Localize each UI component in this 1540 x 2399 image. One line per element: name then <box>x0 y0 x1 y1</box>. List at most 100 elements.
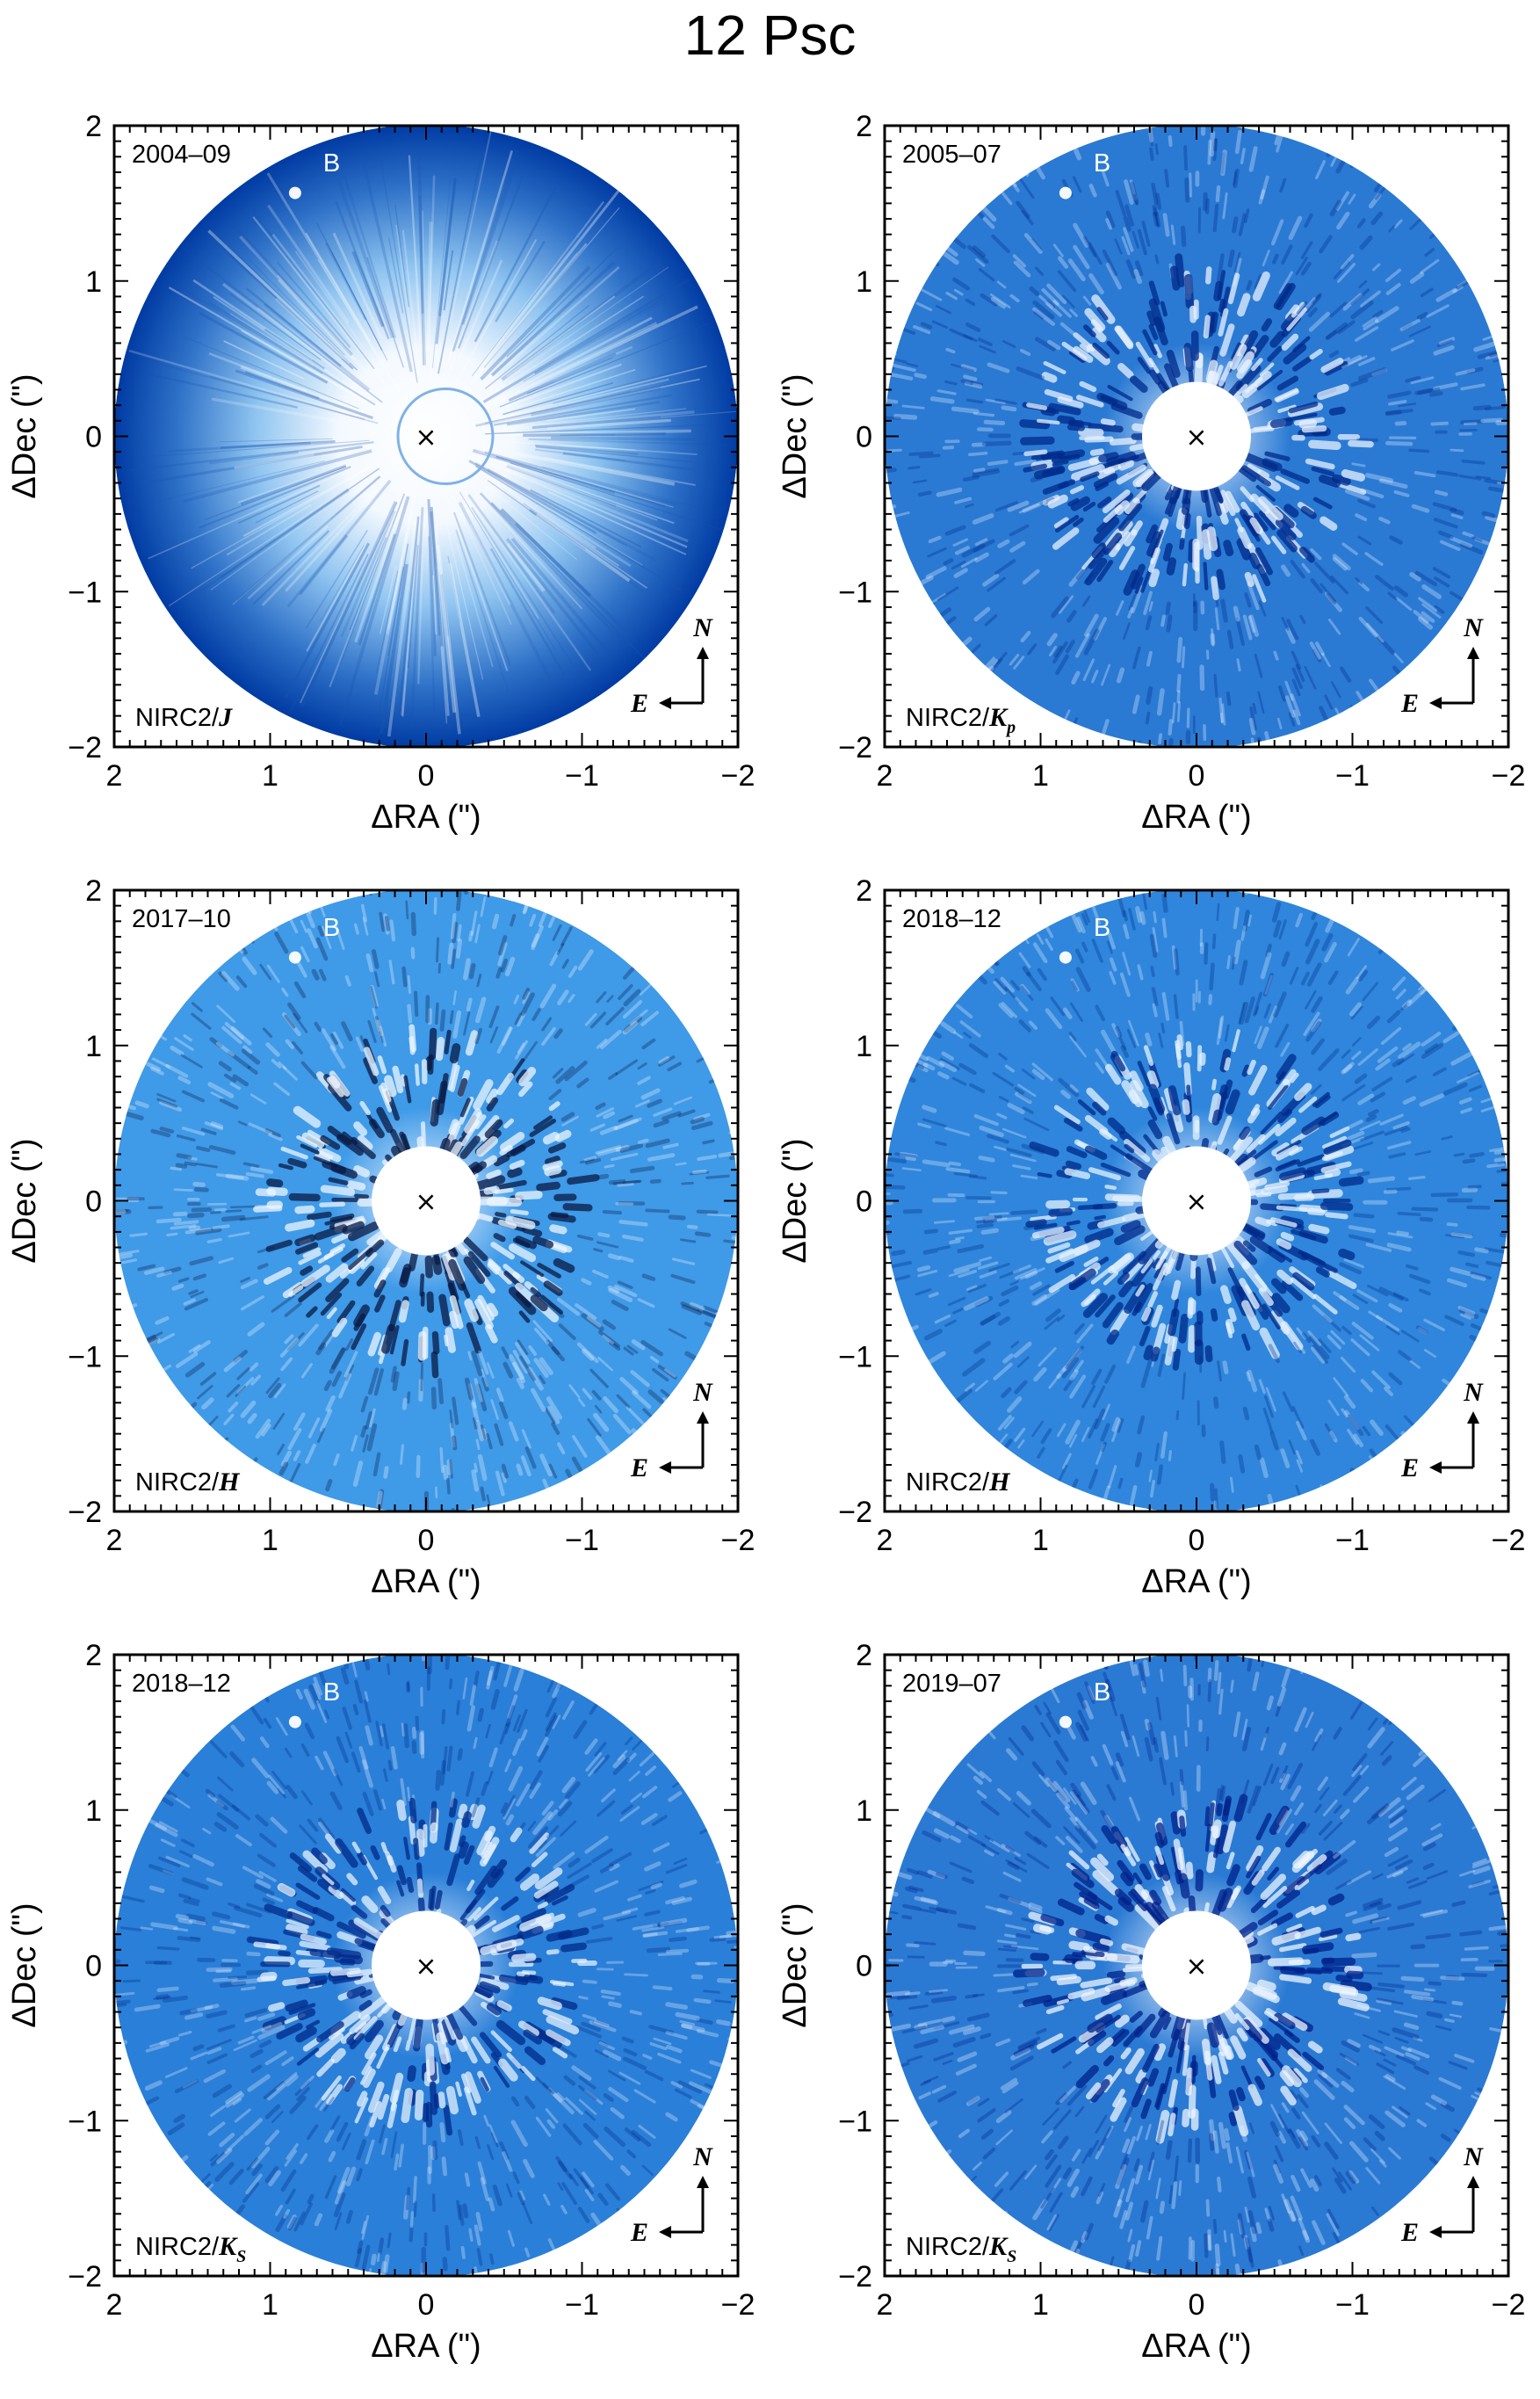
x-tick-label: 1 <box>1032 759 1049 793</box>
epoch-date: 2019–07 <box>902 1670 1001 1698</box>
compass-east-label: E <box>630 1453 648 1482</box>
x-tick-label: −2 <box>1492 759 1526 793</box>
y-tick-label: 0 <box>85 421 102 454</box>
companion-b-marker <box>289 1716 301 1729</box>
y-tick-label: −1 <box>68 576 102 609</box>
instrument-band: NIRC2/H <box>906 1468 1011 1497</box>
x-tick-label: −2 <box>721 1524 756 1557</box>
instrument-band: NIRC2/H <box>135 1468 241 1497</box>
companion-label: B <box>1094 1678 1110 1707</box>
star-marker: × <box>415 423 437 453</box>
x-tick-label: 1 <box>1032 1524 1049 1557</box>
x-tick-label: 1 <box>262 2288 278 2322</box>
x-tick-label: 2 <box>106 759 123 793</box>
companion-b-marker <box>289 187 301 199</box>
compass-east-label: E <box>1400 689 1419 718</box>
companion-b-marker <box>1059 187 1072 199</box>
x-axis-label: ΔRA (") <box>371 2328 481 2365</box>
y-axis-label: ΔDec (") <box>6 373 43 498</box>
instrument-band: NIRC2/KS <box>906 2232 1016 2266</box>
companion-label: B <box>1094 149 1110 178</box>
companion-b-marker <box>289 952 301 964</box>
y-tick-label: −2 <box>68 1496 102 1529</box>
compass-north-label: N <box>1463 2142 1484 2171</box>
x-tick-label: 0 <box>1189 1524 1205 1557</box>
x-tick-label: −1 <box>1335 1524 1370 1557</box>
y-tick-label: −1 <box>68 2105 102 2138</box>
x-tick-label: −1 <box>565 759 599 793</box>
y-tick-label: 2 <box>85 1639 102 1672</box>
y-tick-label: −2 <box>838 2260 872 2294</box>
x-tick-label: −2 <box>1492 1524 1526 1557</box>
y-tick-label: 0 <box>85 1185 102 1219</box>
x-axis-label: ΔRA (") <box>1141 2328 1251 2365</box>
x-tick-label: 0 <box>1189 759 1205 793</box>
companion-label: B <box>323 149 340 178</box>
epoch-date: 2017–10 <box>132 905 231 933</box>
y-tick-label: 1 <box>85 1030 102 1063</box>
y-tick-label: −1 <box>68 1340 102 1373</box>
star-marker: × <box>415 1187 437 1218</box>
x-axis-label: ΔRA (") <box>371 799 481 836</box>
y-axis-label: ΔDec (") <box>6 1138 43 1263</box>
y-tick-label: 1 <box>856 1794 872 1828</box>
epoch-date: 2018–12 <box>132 1670 231 1698</box>
y-tick-label: 1 <box>85 265 102 299</box>
instrument-band: NIRC2/Kp <box>906 703 1016 737</box>
compass-north-label: N <box>692 1378 713 1407</box>
x-tick-label: 0 <box>418 1524 435 1557</box>
y-tick-label: −2 <box>838 731 872 765</box>
y-tick-label: 1 <box>85 1794 102 1828</box>
companion-label: B <box>323 914 340 942</box>
x-tick-label: 2 <box>877 2288 893 2322</box>
companion-label: B <box>1094 914 1110 942</box>
y-tick-label: −1 <box>838 2105 872 2138</box>
y-tick-label: 0 <box>856 1950 872 1983</box>
y-tick-label: 2 <box>85 874 102 908</box>
x-tick-label: 2 <box>877 1524 893 1557</box>
y-tick-label: 1 <box>856 1030 872 1063</box>
epoch-date: 2018–12 <box>902 905 1001 933</box>
companion-label: B <box>323 1678 340 1707</box>
x-tick-label: −1 <box>1335 2288 1370 2322</box>
x-tick-label: −1 <box>565 2288 599 2322</box>
y-tick-label: −2 <box>68 2260 102 2294</box>
x-tick-label: −1 <box>565 1524 599 1557</box>
epoch-date: 2004–09 <box>132 141 231 169</box>
x-tick-label: 0 <box>418 759 435 793</box>
epoch-date: 2005–07 <box>902 141 1001 169</box>
x-tick-label: −2 <box>1492 2288 1526 2322</box>
x-tick-label: 1 <box>1032 2288 1049 2322</box>
x-tick-label: 1 <box>262 759 278 793</box>
x-tick-label: 2 <box>106 1524 123 1557</box>
y-axis-label: ΔDec (") <box>777 1138 813 1263</box>
compass-north-label: N <box>1463 613 1484 642</box>
x-axis-label: ΔRA (") <box>1141 799 1251 836</box>
compass-east-label: E <box>1400 1453 1419 1482</box>
x-tick-label: 0 <box>418 2288 435 2322</box>
compass-north-label: N <box>692 613 713 642</box>
compass-east-label: E <box>630 2218 648 2247</box>
y-tick-label: 0 <box>85 1950 102 1983</box>
compass-east-label: E <box>630 689 648 718</box>
companion-b-marker <box>1059 1716 1072 1729</box>
instrument-band: NIRC2/KS <box>135 2232 246 2266</box>
x-tick-label: −1 <box>1335 759 1370 793</box>
x-tick-label: 1 <box>262 1524 278 1557</box>
companion-b-marker <box>1059 952 1072 964</box>
y-tick-label: 0 <box>856 1185 872 1219</box>
x-axis-label: ΔRA (") <box>371 1563 481 1600</box>
x-tick-label: 2 <box>877 759 893 793</box>
